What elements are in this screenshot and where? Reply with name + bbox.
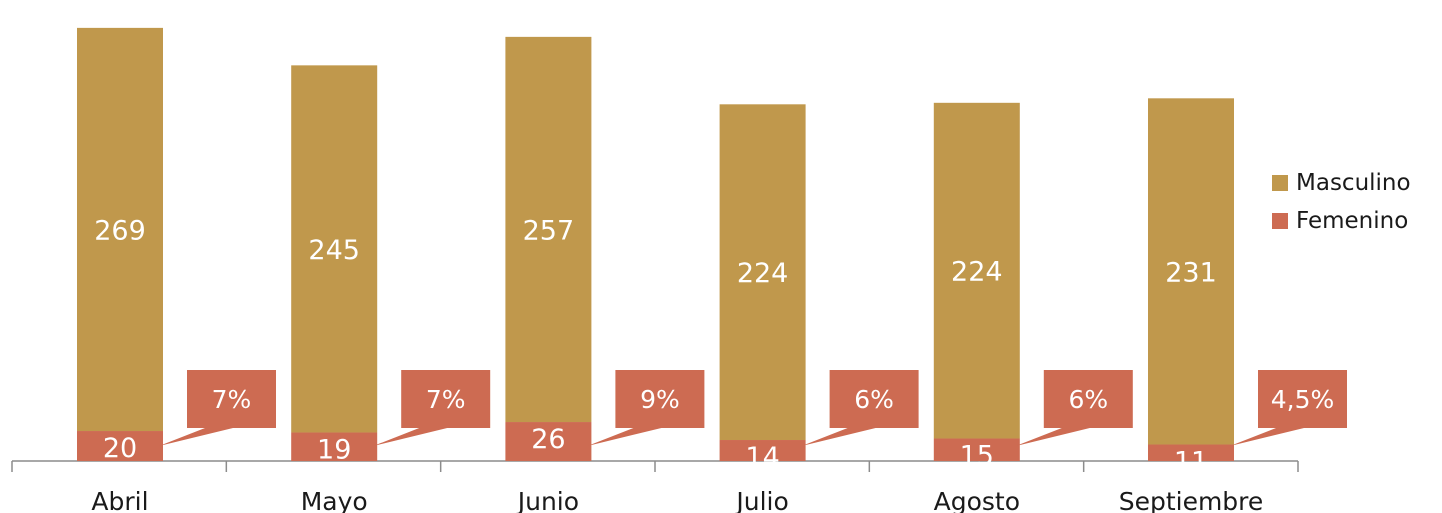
legend-item-femenino: Femenino: [1272, 202, 1411, 240]
callout-box: [159, 370, 276, 446]
bar-femenino: [291, 432, 378, 461]
legend-swatch-femenino: [1272, 213, 1288, 229]
data-label-femenino: 15: [960, 441, 994, 472]
callout-label: 9%: [640, 385, 680, 414]
data-label-femenino: 19: [317, 435, 351, 466]
callout-box: [1015, 370, 1133, 446]
callout-box: [373, 370, 491, 446]
data-label-femenino: 11: [1174, 447, 1208, 478]
data-label-masculino: 224: [951, 257, 1003, 288]
bar-femenino: [77, 431, 163, 461]
bar-femenino: [933, 438, 1020, 461]
callout-label: 6%: [1068, 385, 1108, 414]
bar-masculino: [291, 65, 378, 433]
callout-label: 7%: [212, 385, 252, 414]
data-label-masculino: 224: [737, 258, 789, 289]
legend-swatch-masculino: [1272, 175, 1288, 191]
legend-label-masculino: Masculino: [1296, 170, 1411, 196]
bar-masculino: [505, 36, 592, 423]
data-label-femenino: 26: [531, 424, 565, 455]
callout-box: [587, 370, 705, 446]
bar-femenino: [719, 440, 806, 461]
data-label-masculino: 269: [94, 215, 146, 246]
x-axis-label: Mayo: [301, 487, 368, 513]
callout-label: 4,5%: [1271, 385, 1335, 414]
data-label-femenino: 20: [103, 433, 137, 464]
callout-box: [801, 370, 919, 446]
bar-masculino: [719, 104, 806, 441]
x-axis-label: Junio: [516, 487, 579, 513]
x-axis-label: Abril: [91, 487, 148, 513]
legend: Masculino Femenino: [1272, 164, 1411, 240]
callout-box: [1230, 370, 1347, 446]
data-label-masculino: 245: [308, 235, 360, 266]
callout-label: 7%: [426, 385, 466, 414]
bar-masculino: [77, 27, 163, 432]
data-label-masculino: 231: [1165, 257, 1217, 288]
callout-label: 6%: [854, 385, 894, 414]
x-axis-label: Agosto: [934, 487, 1020, 513]
legend-label-femenino: Femenino: [1296, 208, 1409, 234]
bar-masculino: [933, 102, 1020, 439]
x-axis-label: Julio: [734, 487, 788, 513]
legend-item-masculino: Masculino: [1272, 164, 1411, 202]
data-label-femenino: 14: [745, 442, 779, 473]
data-label-masculino: 257: [523, 215, 575, 246]
x-axis-label: Septiembre: [1119, 487, 1264, 513]
bar-masculino: [1148, 98, 1234, 445]
bar-femenino: [505, 422, 592, 461]
bar-femenino: [1148, 444, 1234, 461]
